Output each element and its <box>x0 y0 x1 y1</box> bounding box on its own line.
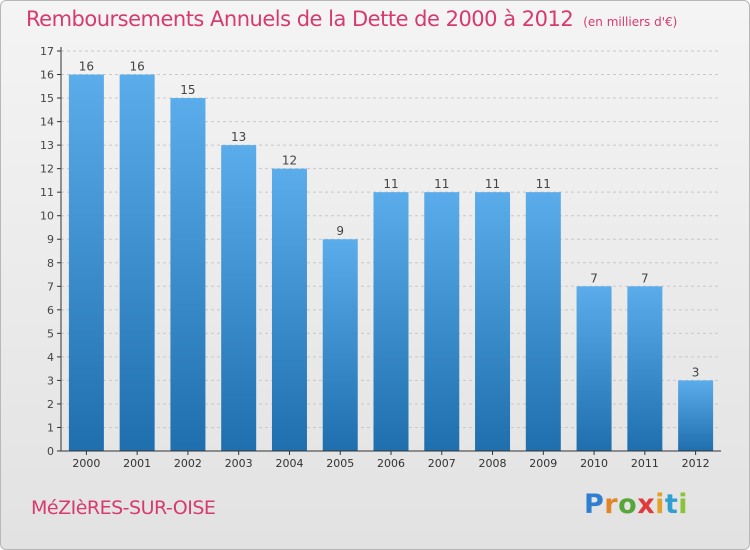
y-tick-label: 3 <box>47 374 54 387</box>
y-tick-label: 1 <box>47 421 54 434</box>
x-tick-label: 2003 <box>225 457 253 470</box>
data-label: 3 <box>692 365 700 379</box>
data-label: 16 <box>130 60 145 74</box>
data-label: 7 <box>590 271 598 285</box>
x-tick-label: 2006 <box>377 457 405 470</box>
data-label: 12 <box>282 154 297 168</box>
bar <box>170 98 206 451</box>
bar <box>475 192 511 452</box>
y-tick-label: 9 <box>47 233 54 246</box>
bar <box>525 192 561 452</box>
chart-subtitle: (en milliers d'€) <box>583 15 678 29</box>
x-tick-label: 2001 <box>123 457 151 470</box>
y-tick-label: 4 <box>47 351 54 364</box>
x-tick-label: 2004 <box>275 457 303 470</box>
y-tick-label: 6 <box>47 304 54 317</box>
data-label: 15 <box>180 83 195 97</box>
x-tick-label: 2012 <box>682 457 710 470</box>
logo-letter: r <box>604 489 619 520</box>
y-tick-label: 7 <box>47 280 54 293</box>
y-tick-label: 2 <box>47 398 54 411</box>
y-tick-label: 16 <box>40 69 54 82</box>
bar <box>627 286 663 451</box>
logo-letter: i <box>655 489 665 520</box>
data-label: 11 <box>536 177 551 191</box>
bar <box>576 286 612 451</box>
y-tick-label: 0 <box>47 445 54 458</box>
bar <box>119 74 155 451</box>
y-tick-label: 12 <box>40 163 54 176</box>
x-tick-label: 2002 <box>174 457 202 470</box>
bar <box>678 380 714 451</box>
x-tick-label: 2011 <box>631 457 659 470</box>
bar <box>271 168 307 451</box>
bar <box>373 192 409 452</box>
data-label: 13 <box>231 130 246 144</box>
x-tick-label: 2008 <box>479 457 507 470</box>
y-tick-label: 17 <box>40 45 54 58</box>
x-tick-label: 2005 <box>326 457 354 470</box>
data-label: 16 <box>79 60 94 74</box>
commune-name: MéZIèRES-SUR-OISE <box>31 497 216 519</box>
chart-title: Remboursements Annuels de la Dette de 20… <box>26 7 677 31</box>
proxiti-logo: Proxiti <box>584 489 688 520</box>
logo-letter: t <box>664 489 679 520</box>
data-label: 11 <box>485 177 500 191</box>
data-label: 7 <box>641 271 649 285</box>
bars <box>68 74 714 452</box>
logo-letter: P <box>584 489 605 520</box>
chart-title-text: Remboursements Annuels de la Dette de 20… <box>26 7 574 31</box>
y-tick-label: 10 <box>40 210 54 223</box>
y-tick-label: 5 <box>47 327 54 340</box>
bar <box>424 192 460 452</box>
data-label: 11 <box>434 177 449 191</box>
logo-letter: i <box>678 489 689 520</box>
y-tick-label: 14 <box>40 116 54 129</box>
x-tick-label: 2010 <box>580 457 608 470</box>
y-tick-label: 11 <box>40 186 54 199</box>
x-tick-label: 2007 <box>428 457 456 470</box>
bar <box>322 239 358 451</box>
x-tick-label: 2000 <box>72 457 100 470</box>
data-label: 9 <box>336 224 344 238</box>
data-label: 11 <box>383 177 398 191</box>
bar <box>68 74 104 451</box>
y-tick-label: 15 <box>40 92 54 105</box>
logo-letter: x <box>637 489 656 520</box>
labels: 16 2000 16 2001 15 2002 13 2003 12 2004 9 2005 11 200… <box>72 60 709 470</box>
y-tick-label: 8 <box>47 257 54 270</box>
y-tick-label: 13 <box>40 139 54 152</box>
logo-letter: o <box>618 489 638 520</box>
x-tick-label: 2009 <box>529 457 557 470</box>
bar <box>221 145 257 451</box>
